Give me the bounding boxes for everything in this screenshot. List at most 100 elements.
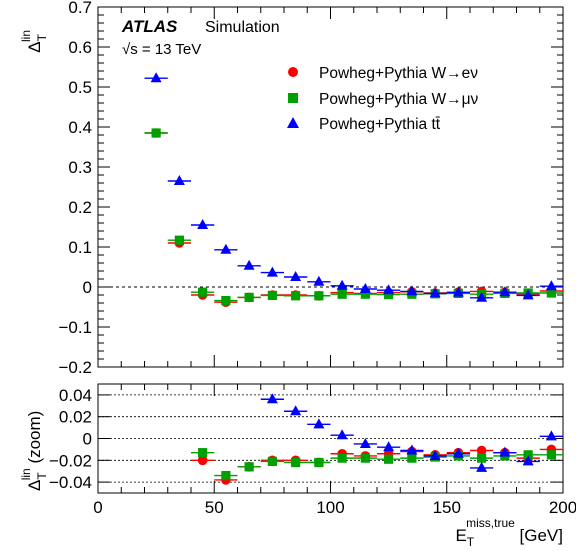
zoom-point-wmunu-marker [384,454,394,464]
x-axis-title-sub: T [467,535,475,549]
main-point-wmunu [191,287,215,297]
main-point-ttbar [144,72,168,83]
zoom-point-wmunu-marker [198,448,208,458]
energy-label: √s = 13 TeV [122,41,201,58]
main-point-ttbar [330,279,354,290]
zoom-point-wmunu [400,453,424,463]
main-point-wmunu-marker [244,292,254,302]
main-point-ttbar [400,285,424,296]
zoom-point-ttbar [330,429,354,440]
main-point-ttbar-marker [290,271,302,281]
zoom-x-tick-label: 200 [549,498,576,517]
zoom-point-wmunu-marker [523,450,533,460]
main-point-wmunu [284,291,308,301]
main-plot-frame [97,6,564,368]
zoom-point-wenu-marker [197,455,208,466]
zoom-point-wmunu [330,453,354,463]
main-point-wmunu-marker [291,291,301,301]
main-point-wmunu [214,296,238,306]
zoom-point-ttbar [353,437,377,448]
main-point-ttbar [493,286,517,297]
main-point-ttbar-marker [173,175,185,185]
main-point-ttbar-marker [313,275,325,286]
main-point-wmunu-marker [267,290,277,300]
zoom-point-ttbar-marker [313,418,325,429]
main-point-wmunu-marker [360,289,370,299]
zoom-point-wmunu-marker [360,453,370,463]
zoom-point-ttbar [307,418,331,429]
main-point-ttbar [423,287,447,298]
main-point-wmunu-marker [198,287,208,297]
zoom-point-wmunu-marker [477,453,487,463]
legend-marker-ttbar [287,117,299,128]
main-y-tick-label: 0.7 [68,0,92,17]
main-point-ttbar [377,284,401,295]
main-point-ttbar [307,275,331,286]
zoom-point-wmunu-marker [407,453,417,463]
zoom-point-wmunu-marker [267,456,277,466]
main-point-ttbar-marker [499,286,511,297]
main-y-axis-title-symbol: Δ [25,41,44,52]
main-point-wmunu-marker [174,235,184,245]
main-point-wmunu [307,291,331,301]
main-point-wmunu [167,235,191,245]
main-point-ttbar [470,291,494,302]
main-y-tick-label: 0.1 [68,238,92,257]
zoom-point-ttbar-marker [476,461,488,472]
zoom-y-tick-label: 0.04 [59,386,92,405]
zoom-y-axis-title: ΔTlin (zoom) [19,411,49,491]
main-point-wmunu-marker [314,291,324,301]
zoom-point-wmunu [307,457,331,468]
main-point-ttbar-marker [522,289,534,300]
main-point-wmunu [144,128,168,138]
zoom-point-wmunu-marker [291,457,301,468]
legend-label-ttbar: Powheg+Pythia tt̄ [319,116,441,133]
zoom-point-wmunu-marker [244,462,254,472]
zoom-point-ttbar [539,430,563,441]
main-point-wmunu [330,289,354,299]
zoom-x-tick-label: 150 [433,498,461,517]
zoom-point-ttbar-marker [383,441,395,452]
main-point-ttbar [539,280,563,291]
main-point-ttbar-marker [197,219,209,229]
main-point-wmunu-marker [546,288,556,298]
zoom-y-tick-label: −0.04 [49,473,92,492]
zoom-point-ttbar [423,449,447,460]
main-point-ttbar-marker [359,283,371,293]
zoom-point-wmunu [377,454,401,464]
zoom-point-ttbar [400,444,424,455]
main-point-ttbar-marker [150,72,162,83]
zoom-point-ttbar-marker [429,449,441,460]
x-axis-title-symbol: E [455,526,466,545]
zoom-point-ttbar-marker [522,455,534,466]
zoom-point-ttbar [493,446,517,457]
legend-label-wenu: Powheg+Pythia W→eν [319,65,478,82]
main-point-wmunu-marker [337,289,347,299]
zoom-y-tick-label: −0.02 [49,451,92,470]
main-y-tick-label: 0.3 [68,158,92,177]
zoom-point-ttbar [446,447,470,458]
zoom-point-ttbar-marker [290,405,302,416]
zoom-point-wmunu [470,453,494,463]
zoom-point-wmunu [260,456,284,466]
zoom-point-ttbar-marker [499,446,511,457]
simulation-label: Simulation [205,19,280,36]
zoom-point-wmunu [214,470,238,481]
main-point-ttbar [191,219,215,229]
main-point-ttbar-marker [336,279,348,290]
zoom-point-ttbar [516,455,540,466]
main-y-tick-label: 0.5 [68,78,92,97]
main-y-axis-title: ΔTlin [19,30,49,53]
legend-marker-wmunu [288,93,298,103]
zoom-point-wmunu-marker [337,453,347,463]
main-point-wmunu [260,290,284,300]
zoom-point-wmunu-marker [546,450,556,460]
zoom-point-ttbar-marker [452,447,464,458]
main-y-tick-label: 0 [83,278,92,297]
main-point-wmunu-marker [384,290,394,300]
main-point-ttbar [167,175,191,185]
x-axis-title-unit: [GeV] [515,526,563,545]
main-point-wmunu [353,289,377,299]
main-point-wmunu [237,292,261,302]
